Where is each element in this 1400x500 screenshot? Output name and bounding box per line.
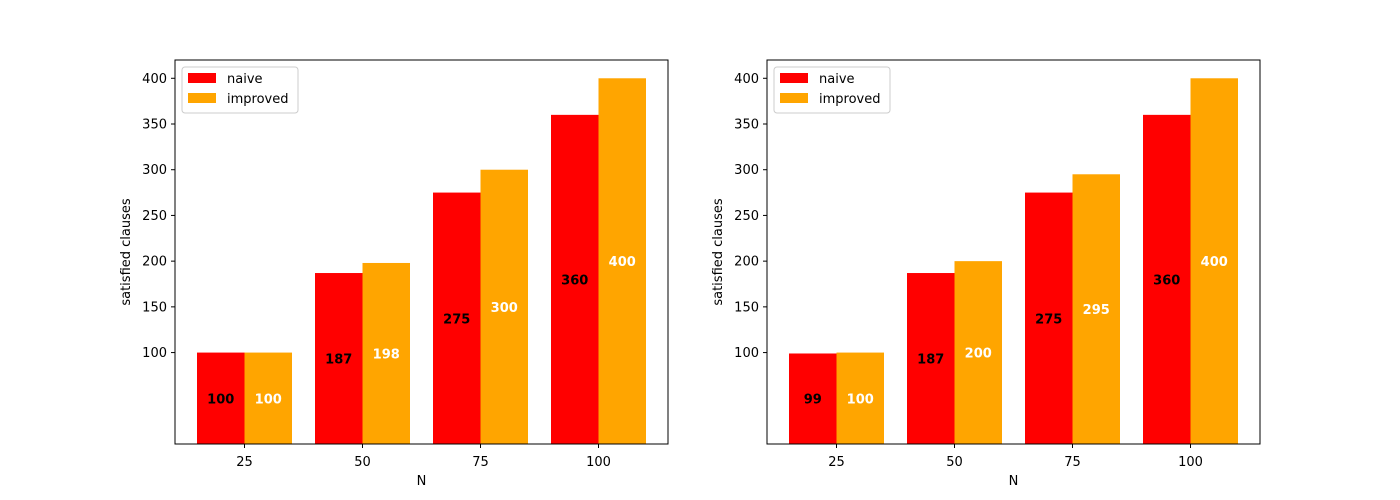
bar-label-naive-25: 100 [207,392,234,407]
y-tick-label: 250 [734,209,759,224]
x-tick-label: 50 [354,455,371,470]
bar-naive-25 [197,352,245,444]
legend-swatch-naive [188,73,216,83]
y-tick-label: 350 [142,118,167,133]
bar-improved-25 [836,352,884,444]
y-tick-label: 100 [142,346,167,361]
bar-improved-75 [480,169,528,444]
y-tick-label: 200 [734,255,759,270]
y-tick-label: 150 [142,300,167,315]
legend-swatch-naive [780,73,808,83]
y-tick-label: 400 [734,72,759,87]
bar-label-naive-75: 275 [443,312,470,327]
y-tick-label: 400 [142,72,167,87]
bar-naive-75 [1025,192,1073,444]
y-tick-label: 300 [734,163,759,178]
bar-improved-100 [1190,78,1238,445]
bar-improved-25 [244,352,292,444]
bar-label-improved-75: 300 [491,301,518,316]
bar-label-improved-100: 400 [1201,255,1228,270]
bar-label-naive-50: 187 [917,353,944,368]
y-tick-label: 250 [142,209,167,224]
y-tick-label: 350 [734,118,759,133]
bar-naive-25 [789,353,837,444]
legend: naive improved [181,66,299,114]
bar-label-improved-50: 198 [373,347,400,362]
legend-label-naive: naive [819,72,855,87]
x-axis-label: N [1009,474,1019,489]
bar-label-improved-50: 200 [965,347,992,362]
bar-label-naive-100: 360 [1153,273,1180,288]
y-axis-label: satisfied clauses [119,198,134,306]
bar-naive-100 [551,114,599,444]
bar-naive-50 [907,273,955,444]
y-tick-label: 300 [142,163,167,178]
bar-label-improved-25: 100 [255,392,282,407]
bar-naive-100 [1143,114,1191,444]
legend: naive improved [773,66,891,114]
bar-label-naive-50: 187 [325,353,352,368]
y-tick-label: 200 [142,255,167,270]
x-axis-label: N [417,474,427,489]
bar-improved-50 [954,261,1002,444]
bar-label-naive-25: 99 [804,393,822,408]
x-tick-label: 100 [586,455,611,470]
bar-label-naive-100: 360 [561,273,588,288]
bar-improved-75 [1072,174,1120,445]
legend-label-improved: improved [227,92,288,107]
y-tick-label: 150 [734,300,759,315]
bar-label-improved-25: 100 [847,392,874,407]
legend-label-naive: naive [227,72,263,87]
x-tick-label: 25 [236,455,253,470]
bar-label-naive-75: 275 [1035,312,1062,327]
bar-naive-50 [315,273,363,444]
bar-label-improved-75: 295 [1083,303,1110,318]
bar-label-improved-100: 400 [609,255,636,270]
bar-improved-100 [598,78,646,445]
axes-frame [174,59,669,445]
x-tick-label: 100 [1178,455,1203,470]
legend-swatch-improved [780,93,808,103]
x-tick-label: 75 [1064,455,1081,470]
subplot-1: 100 187 275 360 100 198 300 400 100 150 200 250 300 3… [119,59,669,489]
axes-frame [766,59,1261,445]
y-axis-label: satisfied clauses [711,198,726,306]
legend-label-improved: improved [819,92,880,107]
bar-naive-75 [433,192,481,444]
bar-improved-50 [362,262,410,444]
y-tick-label: 100 [734,346,759,361]
subplot-2: 99 187 275 360 100 200 295 400 100 150 200 250 300 35… [711,59,1261,489]
x-tick-label: 25 [828,455,845,470]
x-tick-label: 75 [472,455,489,470]
legend-swatch-improved [188,93,216,103]
x-tick-label: 50 [946,455,963,470]
